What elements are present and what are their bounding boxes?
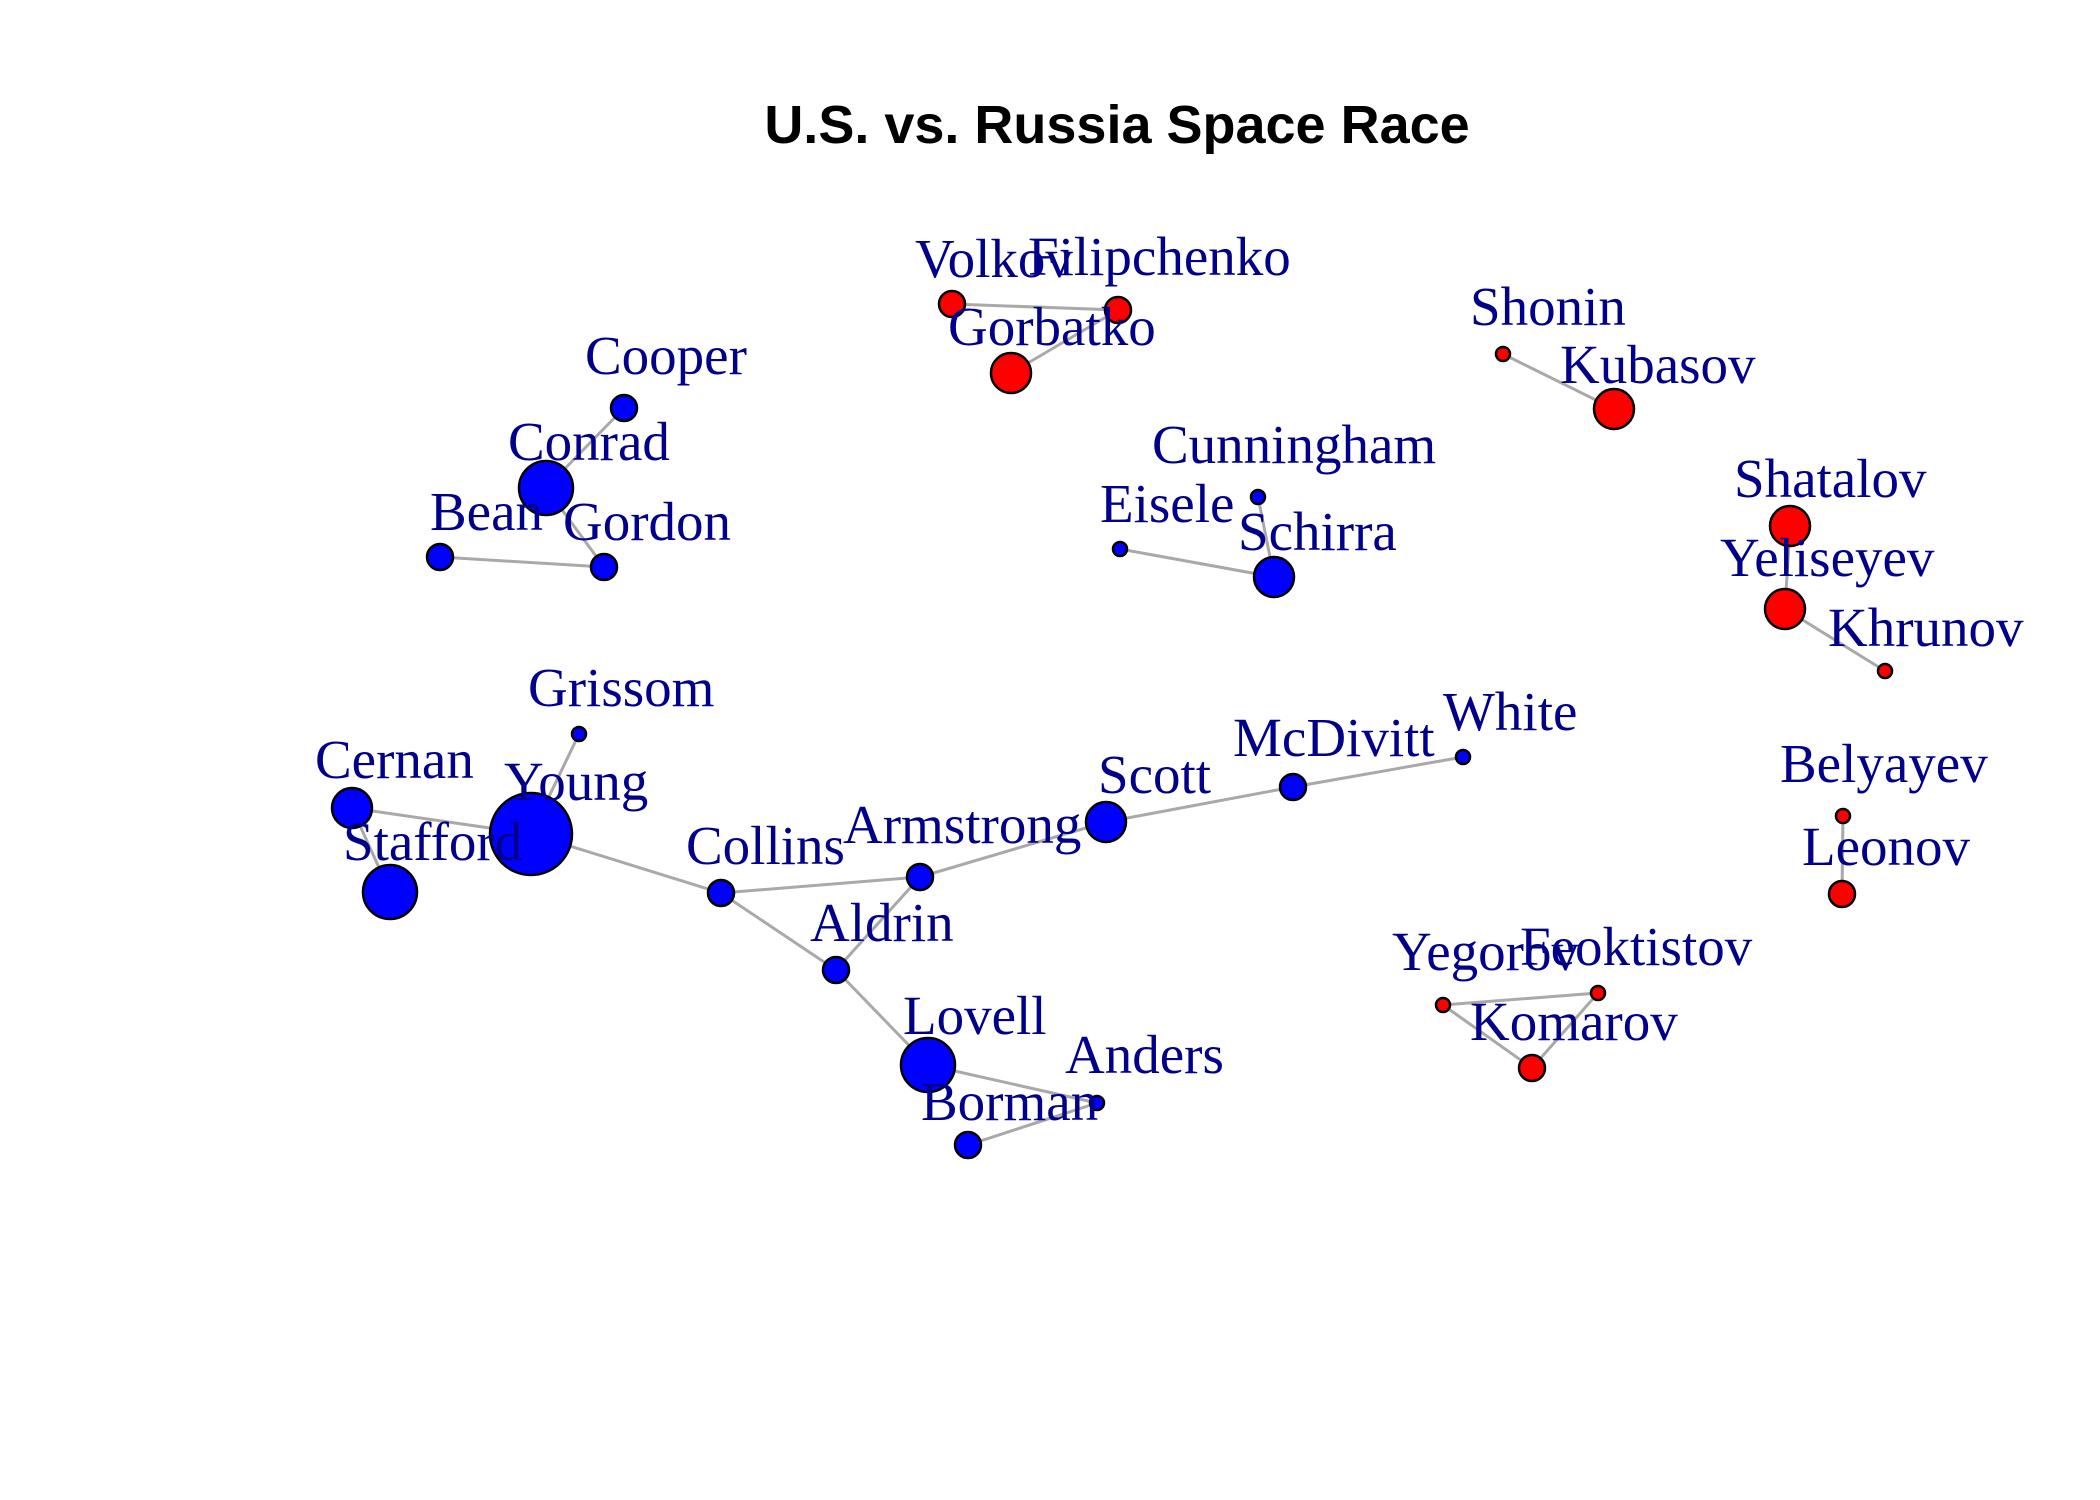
node-conrad bbox=[517, 459, 575, 517]
node-label-scott: Scott bbox=[1098, 744, 1211, 805]
node-bean bbox=[425, 542, 455, 572]
node-shatalov bbox=[1768, 504, 1812, 548]
node-filipchenko bbox=[1103, 295, 1133, 325]
edge-yegorov-komarov bbox=[1442, 1003, 1533, 1070]
node-label-khrunov: Khrunov bbox=[1828, 597, 2024, 658]
node-label-cunningham: Cunningham bbox=[1152, 414, 1436, 475]
node-label-kubasov: Kubasov bbox=[1560, 334, 1756, 395]
node-label-schirra: Schirra bbox=[1238, 501, 1397, 562]
node-label-borman: Borman bbox=[921, 1071, 1098, 1132]
node-label-collins: Collins bbox=[686, 815, 845, 876]
node-yeliseyev bbox=[1763, 587, 1807, 631]
node-feoktistov bbox=[1589, 984, 1607, 1002]
graph-title: U.S. vs. Russia Space Race bbox=[764, 95, 1469, 155]
node-cunningham bbox=[1249, 488, 1267, 506]
edge-armstrong-aldrin bbox=[834, 875, 922, 972]
node-label-bean: Bean bbox=[430, 481, 543, 542]
node-cernan bbox=[330, 786, 374, 830]
edge-volkov-filipchenko bbox=[951, 302, 1119, 312]
node-schirra bbox=[1252, 555, 1296, 599]
node-aldrin bbox=[821, 955, 851, 985]
edge-feoktistov-komarov bbox=[1530, 992, 1600, 1069]
node-label-eisele: Eisele bbox=[1100, 473, 1234, 534]
node-volkov bbox=[937, 289, 967, 319]
edge-collins-aldrin bbox=[720, 891, 837, 972]
node-komarov bbox=[1517, 1053, 1547, 1083]
node-collins bbox=[706, 878, 736, 908]
node-anders bbox=[1088, 1094, 1106, 1112]
node-lovell bbox=[899, 1036, 957, 1094]
edge-yegorov-feoktistov bbox=[1442, 991, 1599, 1007]
edge-collins-armstrong bbox=[720, 875, 921, 895]
node-label-volkov: Volkov bbox=[915, 228, 1073, 289]
node-label-white: White bbox=[1443, 681, 1577, 742]
node-label-leonov: Leonov bbox=[1802, 816, 1971, 877]
edge-anders-borman bbox=[967, 1101, 1098, 1147]
node-label-gorbatko: Gorbatko bbox=[948, 296, 1156, 357]
node-yegorov bbox=[1434, 996, 1452, 1014]
node-cooper bbox=[609, 393, 639, 423]
node-label-aldrin: Aldrin bbox=[810, 892, 954, 953]
node-label-armstrong: Armstrong bbox=[843, 794, 1081, 855]
node-label-mcdivitt: McDivitt bbox=[1233, 707, 1435, 768]
node-leonov bbox=[1827, 879, 1857, 909]
node-label-filipchenko: Filipchenko bbox=[1028, 226, 1291, 287]
edge-scott-mcdivitt bbox=[1105, 785, 1294, 824]
node-label-komarov: Komarov bbox=[1470, 991, 1678, 1052]
node-eisele bbox=[1111, 540, 1129, 558]
node-label-yegorov: Yegorov bbox=[1392, 921, 1579, 982]
node-mcdivitt bbox=[1278, 772, 1308, 802]
node-gordon bbox=[589, 552, 619, 582]
node-label-conrad: Conrad bbox=[508, 411, 670, 472]
node-white bbox=[1454, 748, 1472, 766]
node-label-lovell: Lovell bbox=[903, 985, 1047, 1046]
node-khrunov bbox=[1876, 662, 1894, 680]
node-label-yeliseyev: Yeliseyev bbox=[1720, 527, 1935, 588]
node-borman bbox=[953, 1130, 983, 1160]
node-armstrong bbox=[905, 862, 935, 892]
node-label-grissom: Grissom bbox=[528, 657, 714, 718]
node-label-cooper: Cooper bbox=[585, 325, 747, 386]
node-scott bbox=[1084, 800, 1128, 844]
node-label-young: Young bbox=[504, 751, 648, 812]
node-belyayev bbox=[1834, 807, 1852, 825]
edge-armstrong-scott bbox=[919, 820, 1107, 879]
node-kubasov bbox=[1592, 387, 1636, 431]
edge-lovell-anders bbox=[927, 1063, 1098, 1105]
node-grissom bbox=[570, 725, 588, 743]
node-stafford bbox=[361, 863, 419, 921]
node-young bbox=[488, 791, 574, 877]
node-label-shonin: Shonin bbox=[1470, 276, 1626, 337]
edge-eisele-schirra bbox=[1119, 547, 1275, 579]
node-label-stafford: Stafford bbox=[343, 811, 522, 872]
edge-mcdivitt-white bbox=[1292, 755, 1464, 789]
node-gorbatko bbox=[989, 351, 1033, 395]
node-label-gordon: Gordon bbox=[563, 491, 731, 552]
node-layer bbox=[330, 289, 1894, 1160]
node-label-belyayev: Belyayev bbox=[1780, 733, 1988, 794]
node-label-cernan: Cernan bbox=[315, 729, 474, 790]
node-label-feoktistov: Feoktistov bbox=[1520, 916, 1753, 977]
node-label-shatalov: Shatalov bbox=[1734, 448, 1927, 509]
node-shonin bbox=[1494, 345, 1512, 363]
node-label-anders: Anders bbox=[1065, 1024, 1224, 1085]
edge-bean-gordon bbox=[439, 555, 605, 569]
